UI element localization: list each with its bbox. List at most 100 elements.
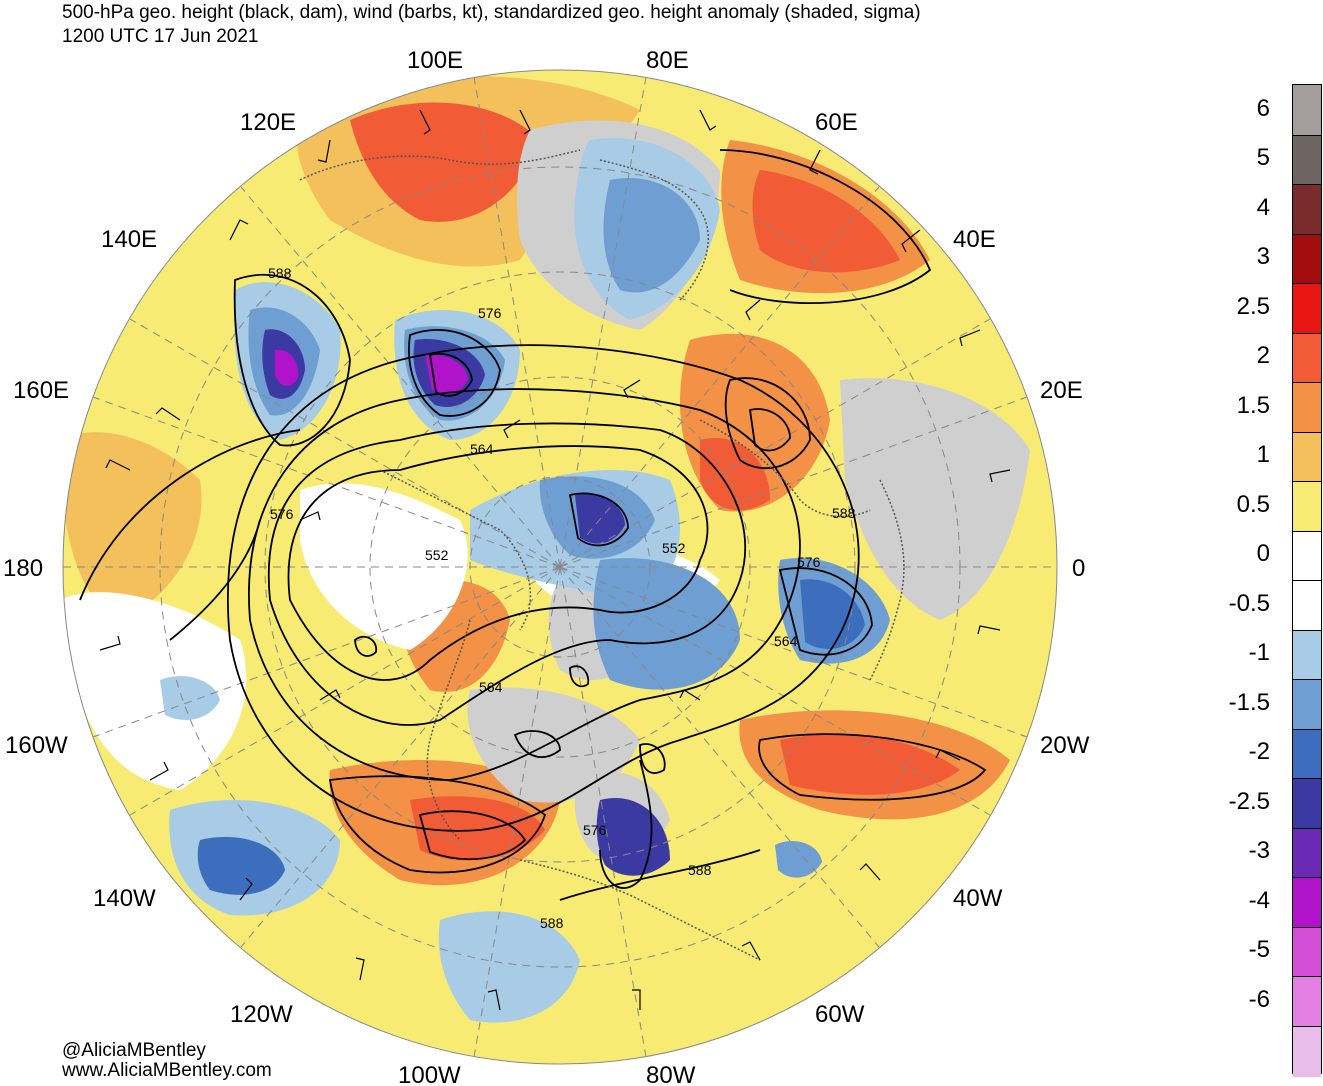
coastlines: [299, 149, 905, 961]
height-contour: [328, 775, 547, 874]
lon-label-20e: 20E: [1040, 377, 1083, 404]
colorbar-tick-label: 0: [1256, 540, 1270, 568]
height-contour: [599, 759, 653, 889]
colorbar-tick-label: -5: [1248, 936, 1270, 964]
height-contour: [513, 730, 561, 758]
colorbar-tick-label: 1.5: [1236, 391, 1270, 419]
contour-label: 588: [832, 505, 856, 521]
latitude-longitude-grid: [63, 76, 1057, 1058]
height-contour: [559, 849, 761, 901]
colorbar-tick-label: -2.5: [1228, 787, 1270, 815]
colorbar-swatch: [1293, 233, 1321, 285]
contour-label: 576: [270, 506, 294, 522]
valid-time: 1200 UTC 17 Jun 2021: [62, 26, 259, 47]
contour-label: 552: [425, 547, 449, 563]
lon-label-140e: 140E: [101, 226, 157, 253]
lon-label-40e: 40E: [953, 226, 996, 253]
colorbar-swatch: [1293, 85, 1321, 135]
colorbar-swatch: [1293, 827, 1321, 879]
height-contour: [719, 149, 932, 305]
anomaly-region: [800, 579, 865, 649]
colorbar-swatch: [1293, 382, 1321, 433]
height-contour: [267, 422, 747, 726]
colorbar-swatch: [1293, 679, 1321, 730]
colorbar-swatch: [1293, 580, 1321, 631]
contour-label: 576: [797, 554, 821, 570]
colorbar-swatch: [1293, 332, 1321, 384]
wind-barbs: [99, 109, 1011, 1011]
lon-label-160e: 160E: [13, 377, 69, 404]
height-contour: [287, 445, 709, 681]
lon-label-40w: 40W: [953, 885, 1003, 912]
colorbar-swatch: [1293, 778, 1321, 829]
height-contour: [428, 353, 473, 397]
colorbar-swatch: [1293, 976, 1321, 1027]
colorbar-tick-label: -1.5: [1228, 688, 1270, 716]
colorbar-swatch: [1293, 629, 1321, 681]
anomaly-region: [775, 841, 822, 878]
anomaly-region: [840, 378, 1030, 620]
colorbar-swatch: [1293, 877, 1321, 928]
lon-label-0: 0: [1072, 555, 1085, 582]
height-contour: [169, 519, 261, 641]
colorbar-tick-label: 6: [1256, 94, 1270, 122]
anomaly-region: [593, 558, 740, 690]
colorbar-tick-label: 4: [1256, 193, 1270, 221]
lon-label-80w: 80W: [646, 1062, 696, 1086]
contour-labels: 588 576 564 576 552 552 576 588 564 564 …: [268, 265, 856, 931]
colorbar-tick-label: -3: [1248, 837, 1270, 865]
anomaly-shading: [63, 70, 1057, 1064]
colorbar-tick-label: -2: [1248, 738, 1270, 766]
height-contour: [568, 492, 629, 547]
height-contour: [418, 810, 527, 861]
colorbar-swatch: [1293, 431, 1321, 483]
anomaly-region: [780, 734, 960, 795]
contour-label: 588: [268, 265, 292, 281]
contour-label: 588: [688, 862, 712, 878]
lon-label-80e: 80E: [646, 47, 689, 74]
height-contour: [408, 329, 501, 417]
lon-label-60e: 60E: [815, 109, 858, 136]
colorbar-swatch: [1293, 1025, 1321, 1077]
height-contour: [758, 733, 987, 801]
anomaly-region: [700, 438, 770, 511]
author-website: www.AliciaMBentley.com: [62, 1060, 272, 1081]
height-contour: [233, 274, 351, 447]
colorbar-tick-label: 2: [1256, 342, 1270, 370]
colorbar-swatch: [1293, 728, 1321, 780]
colorbar-tick-label: 3: [1256, 243, 1270, 271]
anomaly-colorbar: [1292, 84, 1322, 1077]
lon-label-100w: 100W: [398, 1062, 461, 1086]
anomaly-region: [350, 102, 540, 222]
colorbar-swatch: [1293, 283, 1321, 334]
chart-title: 500-hPa geo. height (black, dam), wind (…: [62, 2, 921, 23]
colorbar-tick-label: -6: [1248, 985, 1270, 1013]
lon-label-100e: 100E: [407, 47, 463, 74]
anomaly-region: [63, 432, 202, 620]
height-contour: [778, 567, 873, 656]
colorbar-swatch: [1293, 481, 1321, 532]
anomaly-region: [63, 592, 247, 790]
lon-label-160w: 160W: [5, 732, 68, 759]
height-contour: [639, 743, 666, 774]
colorbar-swatch: [1293, 530, 1321, 582]
geopotential-height-contours: [79, 149, 987, 901]
anomaly-region: [467, 687, 640, 803]
lon-label-60w: 60W: [815, 1001, 865, 1028]
anomaly-region: [160, 676, 220, 720]
colorbar-swatch: [1293, 184, 1321, 235]
contour-label: 576: [583, 822, 607, 838]
anomaly-region: [197, 836, 285, 895]
colorbar-tick-label: 5: [1256, 144, 1270, 172]
anomaly-region: [603, 178, 700, 293]
colorbar-tick-label: 1: [1256, 441, 1270, 469]
height-contour: [354, 635, 377, 657]
contour-label: 588: [540, 915, 564, 931]
anomaly-region: [275, 349, 299, 386]
author-handle: @AliciaMBentley: [62, 1040, 206, 1061]
lon-label-180: 180: [3, 555, 43, 582]
anomaly-region: [300, 483, 468, 650]
height-contour: [724, 377, 811, 469]
contour-label: 552: [662, 540, 686, 556]
